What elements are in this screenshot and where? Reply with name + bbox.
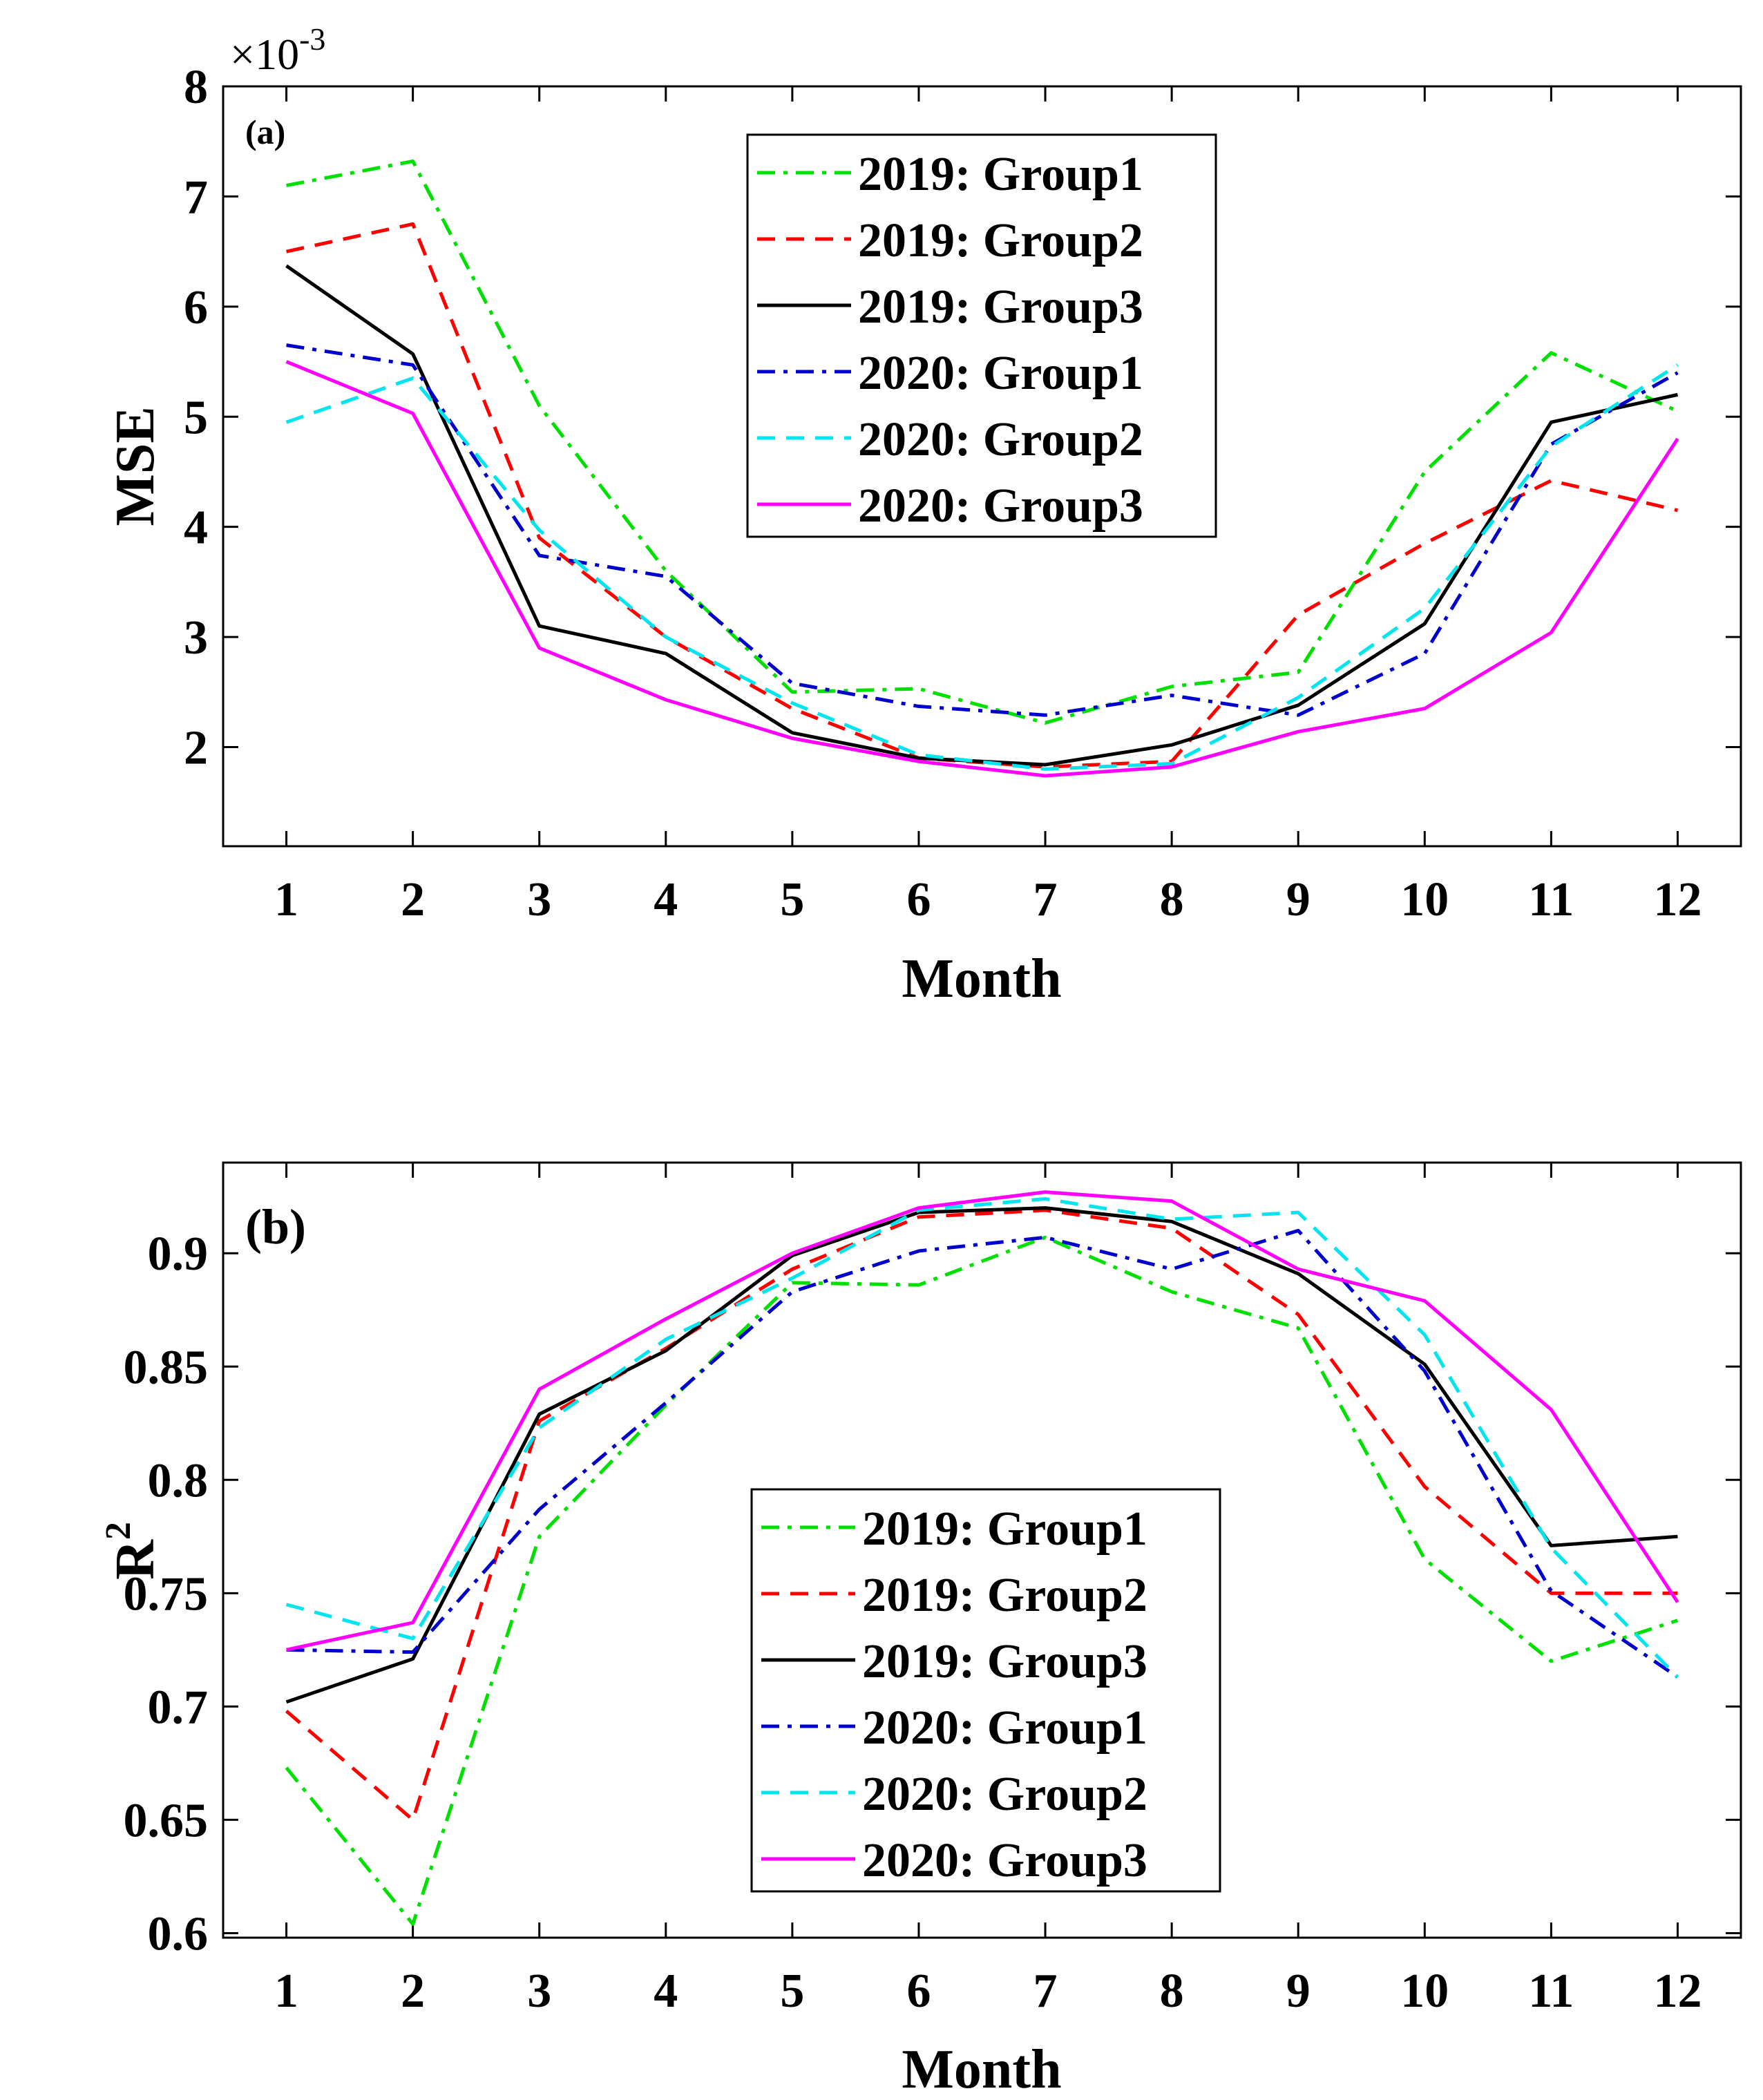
panel-b-ytick-label: 0.65: [124, 1794, 209, 1847]
panel-a-xtick-label: 10: [1400, 873, 1449, 926]
panel-a-xtick-label: 9: [1286, 873, 1311, 926]
panel-b-xtick-label: 7: [1033, 1965, 1058, 2018]
panel-a-ytick-label: 4: [184, 502, 208, 555]
panel-a-xtick-label: 6: [906, 873, 931, 926]
panel-b-xtick-label: 4: [654, 1965, 678, 2018]
panel-a-ylabel: MSE: [105, 406, 166, 526]
panel-b-label: (b): [245, 1199, 306, 1254]
panel-b-legend: 2019: Group1 2019: Group2 2019: Group3 2020…: [750, 1488, 1221, 1893]
legend-entry: 2019: Group1: [862, 1502, 1147, 1556]
panel-a-exponent-base: ×10: [230, 30, 299, 79]
panel-b-xtick-label: 3: [527, 1965, 551, 2018]
series-line-2019-group1: [285, 1235, 1679, 1926]
panel-b-xtick-label: 2: [401, 1965, 425, 2018]
panel-a-xtick-label: 8: [1160, 873, 1184, 926]
legend-entry: 2020: Group2: [862, 1768, 1147, 1821]
panel-a-legend: 2019: Group1 2019: Group2 2019: Group3 2020…: [746, 133, 1217, 538]
panel-a-ytick-label: 6: [184, 281, 208, 334]
legend-entry: 2019: Group3: [862, 1635, 1147, 1688]
panel-b-ticks: 1 2 3 4 5 6 7 8 9 10 11 120.60.650.70.750.80.850.9: [124, 1163, 1741, 2018]
panel-b-plot-area: [222, 1161, 1742, 1939]
panel-b-xtick-label: 12: [1653, 1965, 1702, 2018]
panel-a-label: (a): [245, 113, 285, 151]
panel-a-xtick-label: 2: [401, 873, 425, 926]
legend-entry: 2020: Group3: [862, 1834, 1147, 1887]
legend-entry: 2020: Group2: [858, 413, 1143, 466]
panel-b-xtick-label: 6: [906, 1965, 931, 2018]
series-line-2019-group3: [285, 264, 1678, 767]
panel-b-series: [285, 1190, 1679, 1926]
series-line-2020-group2: [285, 363, 1679, 771]
legend-entry: 2020: Group3: [858, 479, 1143, 533]
panel-a-xtick-label: 5: [780, 873, 804, 926]
panel-b-xtick-label: 9: [1286, 1965, 1311, 2018]
panel-b-ytick-label: 0.8: [148, 1454, 209, 1507]
legend-entry: 2019: Group3: [858, 280, 1143, 334]
panel-b-ytick-label: 0.6: [148, 1907, 209, 1960]
series-line-2020-group1: [286, 343, 1679, 717]
panel-b-xtick-label: 5: [780, 1965, 804, 2018]
panel-b: 1 2 3 4 5 6 7 8 9 10 11 120.60.650.70.750.80.850.9 …: [99, 1161, 1742, 2100]
panel-a-xtick-label: 3: [527, 873, 551, 926]
panel-b-xtick-label: 1: [274, 1965, 298, 2018]
series-line-2020-group3: [286, 1190, 1679, 1652]
panel-b-ytick-label: 0.9: [148, 1228, 209, 1281]
panel-b-ylabel: R2: [99, 1522, 166, 1580]
legend-entry: 2019: Group1: [858, 148, 1143, 201]
legend-box: [750, 1488, 1221, 1893]
panel-a-series: [285, 159, 1679, 778]
legend-entry: 2020: Group1: [858, 347, 1143, 400]
panel-b-ytick-label: 0.7: [148, 1681, 209, 1734]
panel-b-ytick-label: 0.75: [124, 1567, 209, 1621]
series-line-2020-group1: [286, 1228, 1679, 1679]
panel-b-xtick-label: 8: [1160, 1965, 1184, 2018]
panel-b-ylabel-superscript: 2: [99, 1522, 138, 1540]
series-line-2019-group3: [285, 1206, 1678, 1704]
panel-a-exponent: ×10-3: [230, 21, 325, 79]
panel-b-xtick-label: 11: [1528, 1965, 1574, 2018]
panel-a-ytick-label: 7: [184, 171, 208, 224]
panel-a-ytick-label: 5: [184, 391, 208, 444]
panel-a-xtick-label: 1: [274, 873, 298, 926]
legend-entry: 2019: Group2: [858, 214, 1143, 267]
legend-entry: 2020: Group1: [862, 1701, 1147, 1755]
panel-a-ytick-label: 3: [184, 611, 208, 665]
panel-a-xtick-label: 4: [654, 873, 678, 926]
series-line-2020-group3: [285, 360, 1679, 778]
legend-box: [746, 133, 1217, 538]
panel-a-xtick-label: 11: [1528, 873, 1574, 926]
legend-entry: 2019: Group2: [862, 1569, 1147, 1622]
panel-a-ytick-label: 8: [184, 61, 208, 114]
panel-a-xlabel: Month: [902, 948, 1061, 1009]
series-line-2019-group2: [285, 1208, 1678, 1822]
panel-a-exponent-power: -3: [299, 21, 325, 57]
panel-a-ytick-label: 2: [184, 722, 208, 775]
panel-a-plot-area: [222, 85, 1742, 848]
panel-b-ytick-label: 0.85: [124, 1341, 209, 1394]
panel-b-xlabel: Month: [902, 2039, 1061, 2097]
panel-b-xtick-label: 10: [1400, 1965, 1449, 2018]
series-line-2019-group1: [286, 159, 1679, 725]
series-line-2020-group2: [285, 1196, 1679, 1679]
panel-a-xtick-label: 12: [1653, 873, 1702, 926]
panel-b-ylabel-base: R: [105, 1539, 166, 1580]
panel-a-xtick-label: 7: [1033, 873, 1058, 926]
